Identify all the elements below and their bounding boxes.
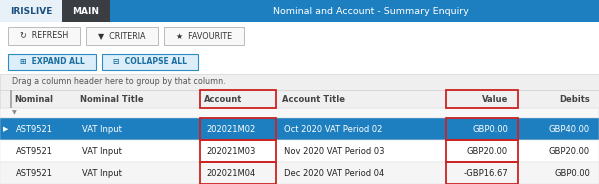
Bar: [0, 0, 599, 22]
Bar: [0, 0, 62, 22]
Text: ▼: ▼: [12, 111, 17, 116]
Text: VAT Input: VAT Input: [82, 169, 122, 178]
Text: ▶: ▶: [3, 126, 8, 132]
Text: Nov 2020 VAT Period 03: Nov 2020 VAT Period 03: [284, 146, 385, 155]
Bar: [200, 118, 276, 140]
Text: Debits: Debits: [559, 95, 590, 103]
Bar: [10, 90, 11, 108]
Bar: [446, 162, 518, 184]
Bar: [8, 27, 80, 45]
Text: GBP0.00: GBP0.00: [472, 125, 508, 134]
Text: Oct 2020 VAT Period 02: Oct 2020 VAT Period 02: [284, 125, 382, 134]
Text: Account Title: Account Title: [282, 95, 345, 103]
Text: IRISLIVE: IRISLIVE: [10, 6, 52, 15]
Bar: [0, 74, 599, 90]
Bar: [200, 140, 276, 162]
Text: GBP20.00: GBP20.00: [467, 146, 508, 155]
Bar: [446, 140, 518, 162]
Bar: [446, 90, 518, 108]
Text: 202021M02: 202021M02: [206, 125, 255, 134]
Text: VAT Input: VAT Input: [82, 146, 122, 155]
Text: MAIN: MAIN: [72, 6, 99, 15]
Bar: [0, 108, 599, 118]
Bar: [86, 27, 158, 45]
Bar: [200, 162, 276, 184]
Text: GBP0.00: GBP0.00: [554, 169, 590, 178]
Bar: [0, 162, 599, 184]
Text: Nominal: Nominal: [14, 95, 53, 103]
Bar: [0, 118, 599, 140]
Text: GBP20.00: GBP20.00: [549, 146, 590, 155]
Text: AST9521: AST9521: [16, 146, 53, 155]
Text: 202021M03: 202021M03: [206, 146, 255, 155]
Bar: [8, 54, 96, 70]
Text: ↻  REFRESH: ↻ REFRESH: [20, 31, 68, 40]
Text: ⊞  EXPAND ALL: ⊞ EXPAND ALL: [20, 57, 84, 66]
Text: GBP40.00: GBP40.00: [549, 125, 590, 134]
Text: Value: Value: [482, 95, 508, 103]
Text: ▼  CRITERIA: ▼ CRITERIA: [98, 31, 146, 40]
Text: -GBP16.67: -GBP16.67: [463, 169, 508, 178]
Bar: [164, 27, 244, 45]
Text: Nominal and Account - Summary Enquiry: Nominal and Account - Summary Enquiry: [273, 6, 470, 15]
Bar: [62, 0, 110, 22]
Text: VAT Input: VAT Input: [82, 125, 122, 134]
Bar: [0, 140, 599, 162]
Bar: [446, 118, 518, 140]
Bar: [102, 54, 198, 70]
Text: AST9521: AST9521: [16, 169, 53, 178]
Text: AST9521: AST9521: [16, 125, 53, 134]
Text: Nominal Title: Nominal Title: [80, 95, 144, 103]
Text: Drag a column header here to group by that column.: Drag a column header here to group by th…: [12, 77, 226, 86]
Text: 202021M04: 202021M04: [206, 169, 255, 178]
Bar: [200, 90, 276, 108]
Bar: [0, 90, 599, 108]
Bar: [0, 22, 599, 90]
Text: Account: Account: [204, 95, 243, 103]
Text: ★  FAVOURITE: ★ FAVOURITE: [176, 31, 232, 40]
Text: Dec 2020 VAT Period 04: Dec 2020 VAT Period 04: [284, 169, 384, 178]
Text: ⊟  COLLAPSE ALL: ⊟ COLLAPSE ALL: [113, 57, 187, 66]
